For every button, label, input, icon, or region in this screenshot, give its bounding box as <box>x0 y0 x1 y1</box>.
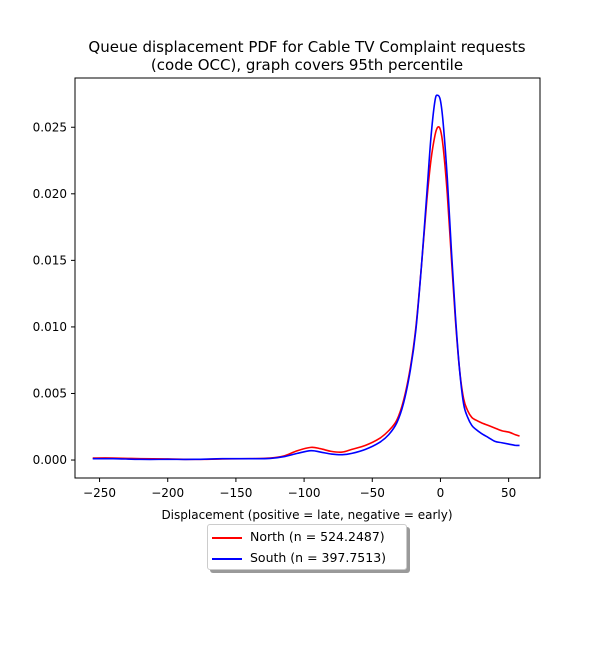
x-axis: −250 −200 −150 −100 −50 0 50 <box>83 478 516 500</box>
plot-frame <box>74 77 541 479</box>
legend-label-north: North (n = 524.2487) <box>250 529 385 544</box>
x-tick-label: −150 <box>219 486 252 500</box>
x-tick-label: 0 <box>437 486 445 500</box>
y-tick-label: 0.015 <box>33 253 67 267</box>
chart-subtitle: (code OCC), graph covers 95th percentile <box>151 56 463 74</box>
x-tick-label: 50 <box>501 486 516 500</box>
series-line-south <box>92 94 520 461</box>
chart-title: Queue displacement PDF for Cable TV Comp… <box>88 38 525 56</box>
legend: North (n = 524.2487) South (n = 397.7513… <box>207 524 407 570</box>
legend-item-north: North (n = 524.2487) <box>208 527 406 547</box>
x-tick-label: −50 <box>360 486 385 500</box>
series-layer <box>92 94 520 461</box>
legend-swatch-south <box>212 558 242 560</box>
y-tick-label: 0.005 <box>33 386 67 400</box>
legend-item-south: South (n = 397.7513) <box>208 548 406 568</box>
y-axis: 0.000 0.005 0.010 0.015 0.020 0.025 <box>33 120 75 467</box>
x-axis-label: Displacement (positive = late, negative … <box>161 508 452 522</box>
y-tick-label: 0.010 <box>33 320 67 334</box>
legend-swatch-north <box>212 537 242 539</box>
x-tick-label: −250 <box>83 486 116 500</box>
legend-label-south: South (n = 397.7513) <box>250 550 387 565</box>
series-line-north <box>92 126 520 461</box>
y-tick-label: 0.025 <box>33 120 67 134</box>
y-tick-label: 0.020 <box>33 187 67 201</box>
y-tick-label: 0.000 <box>33 453 67 467</box>
x-tick-label: −100 <box>288 486 321 500</box>
x-tick-label: −200 <box>151 486 184 500</box>
